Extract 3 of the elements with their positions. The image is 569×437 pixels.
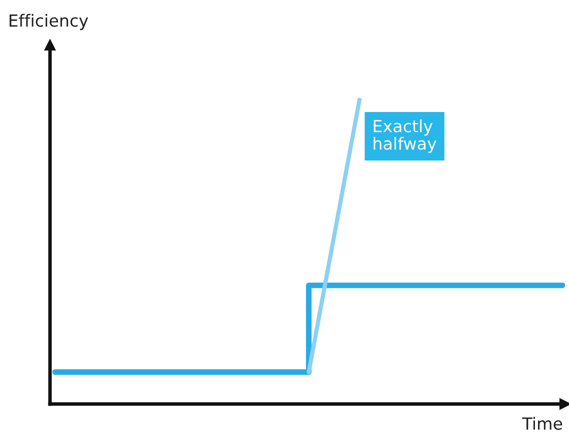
annotation: Exactly halfway	[374, 120, 436, 154]
y-axis-title: Efficiency	[10, 14, 88, 30]
x-axis-title: Time	[522, 416, 562, 430]
